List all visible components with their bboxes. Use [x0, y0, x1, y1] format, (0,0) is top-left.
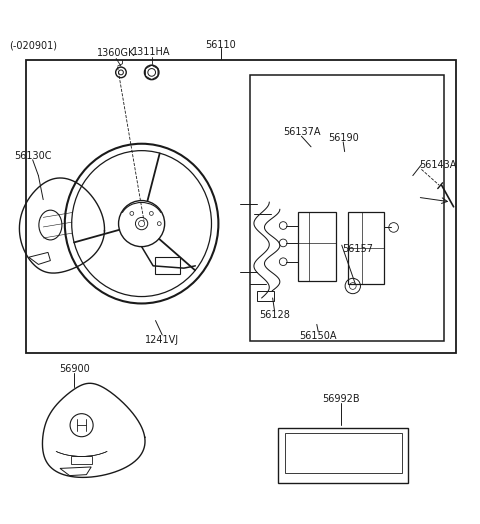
Bar [71, 456, 92, 464]
Bar [298, 212, 336, 281]
Text: 1311HA: 1311HA [132, 47, 171, 57]
Bar [285, 433, 402, 473]
Bar [348, 212, 384, 283]
Text: 56900: 56900 [59, 364, 90, 374]
Text: 56157: 56157 [342, 244, 373, 254]
Bar [156, 257, 180, 274]
Text: 56130C: 56130C [14, 151, 51, 161]
Text: 56143A: 56143A [419, 160, 456, 170]
Text: 1360GK: 1360GK [97, 48, 135, 58]
Bar [278, 428, 408, 483]
Text: 56190: 56190 [328, 133, 359, 143]
Text: 56110: 56110 [205, 39, 236, 50]
Text: 56137A: 56137A [283, 127, 320, 137]
Bar [26, 60, 456, 353]
Text: 56150A: 56150A [300, 331, 337, 341]
Text: 1241VJ: 1241VJ [145, 335, 180, 345]
Text: 56992B: 56992B [322, 394, 360, 404]
Text: (-020901): (-020901) [10, 40, 58, 50]
Bar [257, 291, 274, 301]
Text: 56128: 56128 [259, 310, 290, 320]
Bar [250, 75, 444, 341]
